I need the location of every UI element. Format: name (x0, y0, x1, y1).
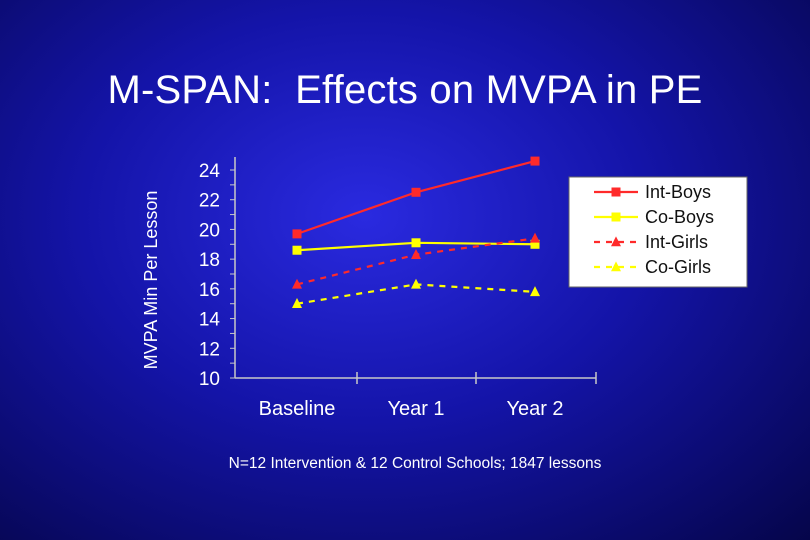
footnote: N=12 Intervention & 12 Control Schools; … (228, 455, 602, 472)
chart-axes (230, 157, 597, 384)
data-point (530, 156, 540, 166)
y-tick-label: 18 (199, 250, 220, 271)
legend-label: Int-Girls (645, 232, 708, 252)
series-co-boys (292, 238, 540, 255)
legend-item-int-boys: Int-Boys (594, 182, 711, 202)
legend-item-co-boys: Co-Boys (594, 207, 714, 227)
legend-box (568, 176, 748, 288)
legend: Int-Boys Co-Boys Int-Girls Co-Girls (568, 176, 748, 288)
y-tick-label: 12 (199, 339, 220, 360)
legend-label: Int-Boys (645, 182, 711, 202)
data-point (292, 298, 302, 308)
y-tick-label: 16 (199, 280, 220, 301)
legend-swatch-marker (611, 261, 621, 272)
data-point (292, 278, 302, 289)
x-tick-label: Year 1 (387, 398, 444, 420)
y-axis-label: MVPA Min Per Lesson (141, 191, 161, 370)
y-tick-label: 22 (199, 191, 220, 212)
data-point (411, 249, 421, 259)
legend-swatch-marker (611, 212, 621, 222)
legend-label: Co-Boys (645, 207, 714, 227)
y-tick-label: 24 (199, 161, 221, 182)
y-tick-label: 20 (199, 220, 220, 241)
data-point (530, 232, 540, 243)
y-tick-labels: 10 12 14 16 18 20 22 24 (199, 161, 221, 390)
legend-item-co-girls: Co-Girls (594, 257, 711, 277)
legend-swatch-marker (611, 236, 621, 247)
data-point (292, 245, 302, 255)
data-point (530, 286, 540, 297)
series-co-girls (292, 278, 540, 308)
data-point (292, 229, 302, 239)
legend-label: Co-Girls (645, 257, 711, 277)
y-tick-label: 14 (199, 310, 221, 331)
x-tick-label: Baseline (259, 398, 336, 420)
legend-swatch-marker (611, 187, 621, 197)
legend-item-int-girls: Int-Girls (594, 232, 708, 252)
data-point (411, 278, 421, 289)
data-point (411, 238, 421, 248)
series-int-girls (292, 232, 540, 289)
data-point (411, 187, 421, 197)
series-line-int-boys (296, 160, 536, 235)
series-group (292, 156, 540, 308)
x-tick-label: Year 2 (506, 398, 563, 420)
x-tick-labels: Baseline Year 1 Year 2 (259, 398, 564, 420)
y-tick-label: 10 (199, 369, 220, 390)
data-point (530, 239, 540, 249)
y-axis-label-group: MVPA Min Per Lesson (141, 191, 161, 370)
series-int-boys (292, 156, 540, 239)
slide-title: M-SPAN: Effects on MVPA in PE (107, 68, 703, 112)
